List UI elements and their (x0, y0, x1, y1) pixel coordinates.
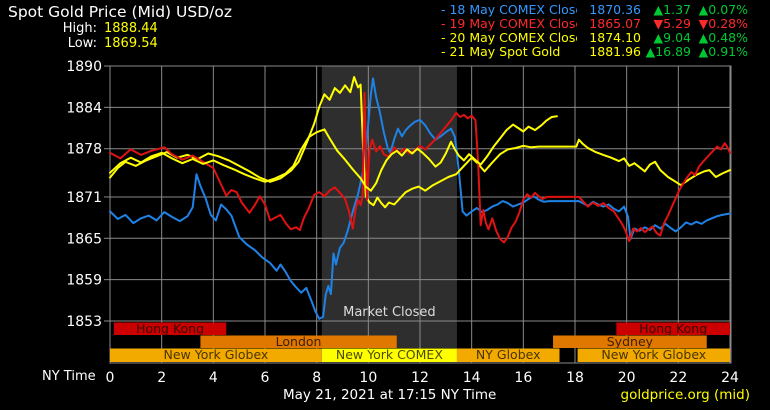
session-label-new-york-globex: New York Globex (164, 347, 269, 362)
chart-legend: - 18 May COMEX Close 1870.36 ▲1.37 ▲0.07% - … (441, 3, 748, 59)
x-tick-label: 12 (411, 370, 429, 386)
market-closed-region (321, 66, 457, 348)
x-tick-label: 24 (721, 370, 739, 386)
legend-series-change: ▼5.29 (653, 16, 691, 31)
session-bar-new-york-comex (321, 348, 457, 362)
brand-watermark: goldprice.org (mid) (620, 387, 750, 403)
legend-series-label: - 21 May Spot Gold (441, 45, 561, 59)
x-tick-label: 2 (157, 370, 166, 386)
x-tick-label: 14 (463, 370, 481, 386)
series-19-may-comex-close (109, 91, 731, 244)
session-label-new-york-globex: New York Globex (601, 347, 706, 362)
session-bar-new-york-globex (577, 348, 730, 362)
market-closed-label: Market Closed (343, 305, 436, 320)
legend-series-value: 1870.36 (589, 2, 641, 17)
series-20-may-comex-close (109, 76, 731, 209)
session-label-hong-kong: Hong Kong (136, 321, 204, 336)
session-bar-hong-kong (113, 322, 227, 335)
legend-series-label: - 20 May COMEX Close (441, 31, 577, 45)
y-tick-label: 1865 (66, 231, 102, 247)
plot-frame (109, 65, 732, 364)
session-bar-sydney (553, 335, 707, 348)
x-tick-label: 0 (106, 370, 115, 386)
legend-series-change: ▲1.37 (653, 2, 691, 17)
session-label-sydney: Sydney (607, 334, 654, 349)
legend-row-18-may-comex-close: - 18 May COMEX Close 1870.36 ▲1.37 ▲0.07% (441, 3, 748, 17)
legend-series-value: 1874.10 (589, 30, 641, 45)
legend-series-label: - 19 May COMEX Close (441, 17, 577, 31)
page-title: Spot Gold Price (Mid) USD/oz (8, 3, 232, 21)
high-label: High: (62, 21, 97, 36)
session-bar-ny-globex (456, 348, 560, 362)
session-bar-hong-kong (616, 322, 730, 335)
legend-series-change: ▲9.04 (653, 30, 691, 45)
legend-row-20-may-comex-close: - 20 May COMEX Close 1874.10 ▲9.04 ▲0.48% (441, 31, 748, 45)
chart-timestamp: May 21, 2021 at 17:15 NY Time (283, 387, 497, 403)
y-tick-label: 1859 (66, 273, 102, 289)
session-bar-london (200, 335, 397, 348)
x-axis-name: NY Time (42, 369, 96, 384)
legend-series-change-pct: ▼0.28% (698, 16, 748, 31)
y-tick-label: 1884 (66, 100, 102, 116)
legend-series-value: 1881.96 (589, 44, 641, 59)
x-tick-label: 18 (566, 370, 584, 386)
legend-series-change: ▲16.89 (645, 44, 691, 59)
legend-series-label: - 18 May COMEX Close (441, 3, 577, 17)
x-tick-label: 4 (209, 370, 218, 386)
legend-row-19-may-comex-close: - 19 May COMEX Close 1865.07 ▼5.29 ▼0.28% (441, 17, 748, 31)
session-bar-new-york-globex (110, 348, 322, 362)
session-label-hong-kong: Hong Kong (639, 321, 707, 336)
session-label-new-york-comex: New York COMEX (336, 347, 443, 362)
low-value: 1869.54 (104, 36, 158, 51)
y-tick-label: 1853 (66, 314, 102, 330)
session-label-ny-globex: NY Globex (476, 347, 541, 362)
legend-series-change-pct: ▲0.91% (698, 44, 748, 59)
low-label: Low: (67, 36, 97, 51)
series-18-may-comex-close (109, 77, 731, 320)
x-tick-label: 6 (261, 370, 270, 386)
series-21-may-spot-gold (109, 115, 558, 192)
x-tick-label: 8 (312, 370, 321, 386)
x-tick-label: 20 (618, 370, 636, 386)
legend-series-change-pct: ▲0.07% (698, 2, 748, 17)
x-tick-label: 16 (514, 370, 532, 386)
y-tick-label: 1871 (66, 190, 102, 206)
x-tick-label: 22 (669, 370, 687, 386)
high-value: 1888.44 (104, 21, 158, 36)
legend-series-change-pct: ▲0.48% (698, 30, 748, 45)
legend-series-value: 1865.07 (589, 16, 641, 31)
session-label-london: London (276, 334, 322, 349)
x-tick-label: 10 (359, 370, 377, 386)
y-tick-label: 1890 (66, 59, 102, 75)
y-tick-label: 1878 (66, 142, 102, 158)
legend-row-21-may-spot-gold: - 21 May Spot Gold 1881.96 ▲16.89 ▲0.91% (441, 45, 748, 59)
